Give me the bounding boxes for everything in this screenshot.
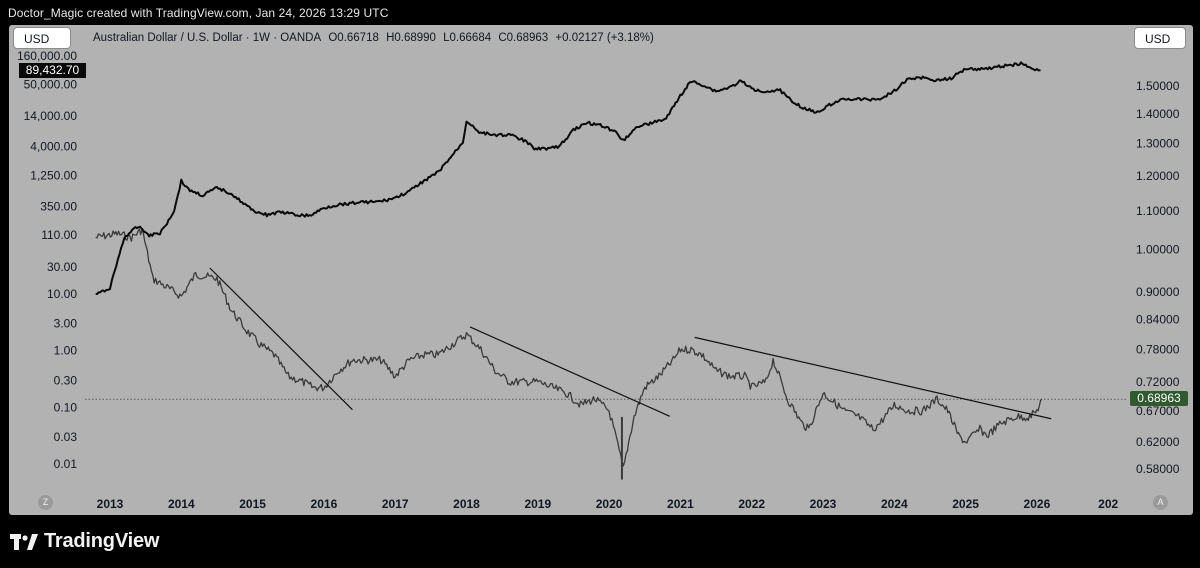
trendlines [209, 267, 1052, 420]
close-value: C0.68963 [498, 32, 549, 44]
left-axis-tick-label: 14,000.00 [24, 109, 78, 123]
left-axis-tick-label: 110.00 [41, 228, 77, 242]
time-axis-tick-label: 2017 [382, 497, 409, 511]
left-axis-tick-label: 1.00 [54, 344, 78, 358]
left-axis-tick-label: 160,000.00 [17, 49, 77, 63]
left-axis-tick-label: 0.01 [54, 457, 78, 471]
aud-usd-price-path [95, 228, 1043, 467]
left-axis-tick-label: 4,000.00 [30, 140, 77, 154]
tradingview-logo[interactable]: TradingView [10, 530, 159, 553]
time-axis-tick-label: 2026 [1024, 497, 1051, 511]
time-axis-tick-label: 2025 [952, 497, 979, 511]
time-axis-tick-label: 2018 [453, 497, 480, 511]
left-axis-tick-label: 50,000.00 [24, 78, 78, 92]
right-axis-tick-label: 1.40000 [1136, 107, 1180, 121]
aud-usd-series [95, 228, 1043, 480]
right-last-value-badge: 0.68963 [1130, 391, 1188, 406]
time-axis-tick-label: 2021 [667, 497, 694, 511]
open-value: O0.66718 [328, 32, 379, 44]
symbol-info-bar: Australian Dollar / U.S. Dollar · 1W · O… [93, 32, 658, 44]
right-axis-tick-label: 1.00000 [1136, 242, 1180, 256]
time-axis-tick-label: 202 [1098, 497, 1118, 511]
change-value: +0.02127 (+3.18%) [555, 32, 654, 44]
time-axis-tick-label: 2024 [881, 497, 908, 511]
left-price-axis[interactable]: 160,000.00 50,000.00 14,000.00 4,000.00 1,25… [17, 49, 77, 471]
trendline [694, 336, 1052, 420]
right-axis-tick-label: 0.84000 [1136, 313, 1180, 327]
overlay-line-path [95, 61, 1041, 295]
right-axis-tick-label: 0.67000 [1136, 404, 1180, 418]
left-axis-tick-label: 1,250.00 [30, 168, 77, 182]
trendline [209, 267, 353, 411]
right-axis-tick-label: 0.78000 [1136, 343, 1180, 357]
time-axis-tick-label: 2013 [97, 497, 124, 511]
trendline [469, 326, 670, 417]
left-last-value-badge: 89,432.70 [19, 63, 86, 78]
right-axis-tick-label: 0.90000 [1136, 285, 1180, 299]
chart-caption: Doctor_Magic created with TradingView.co… [8, 6, 389, 20]
left-axis-tick-label: 30.00 [47, 260, 77, 274]
time-axis-tick-label: 2019 [524, 497, 551, 511]
left-axis-tick-label: 10.00 [47, 287, 77, 301]
right-axis-tick-label: 1.30000 [1136, 137, 1180, 151]
time-axis-tick-label: 2016 [311, 497, 338, 511]
symbol-name: Australian Dollar / U.S. Dollar · 1W · O… [93, 32, 322, 44]
right-axis-tick-label: 1.10000 [1136, 204, 1180, 218]
right-axis-tick-label: 0.72000 [1136, 375, 1180, 389]
left-axis-tick-label: 0.30 [54, 373, 78, 387]
right-axis-tick-label: 0.62000 [1136, 435, 1180, 449]
time-axis-tick-label: 2015 [239, 497, 266, 511]
auto-scale-button[interactable]: A [1153, 495, 1168, 510]
left-axis-tick-label: 0.03 [54, 430, 78, 444]
overlay-line-series [95, 61, 1041, 295]
time-axis-tick-label: 2022 [738, 497, 765, 511]
right-axis-tick-label: 0.58000 [1136, 462, 1180, 476]
left-currency-button[interactable]: USD [13, 27, 71, 49]
left-axis-tick-label: 3.00 [54, 317, 78, 331]
right-axis-tick-label: 1.20000 [1136, 169, 1180, 183]
high-value: H0.68990 [386, 32, 436, 44]
log-scale-button[interactable]: Z [38, 495, 53, 510]
time-axis-tick-label: 2020 [596, 497, 623, 511]
left-axis-tick-label: 0.10 [54, 400, 78, 414]
right-axis-tick-label: 1.50000 [1136, 79, 1180, 93]
low-value: L0.66684 [443, 32, 492, 44]
right-currency-button[interactable]: USD [1134, 27, 1186, 49]
time-axis-tick-label: 2023 [810, 497, 837, 511]
right-price-axis[interactable]: 1.50000 1.40000 1.30000 1.20000 1.10000 1.000… [1136, 79, 1180, 476]
tradingview-logo-icon [10, 533, 38, 550]
chart-panel[interactable] [9, 25, 1193, 515]
left-axis-tick-label: 350.00 [40, 200, 77, 214]
logo-text: TradingView [44, 530, 160, 552]
time-axis-tick-label: 2014 [168, 497, 195, 511]
time-axis[interactable]: 2013 2014 2015 2016 2017 2018 2019 2020 2021 2022… [97, 497, 1119, 511]
